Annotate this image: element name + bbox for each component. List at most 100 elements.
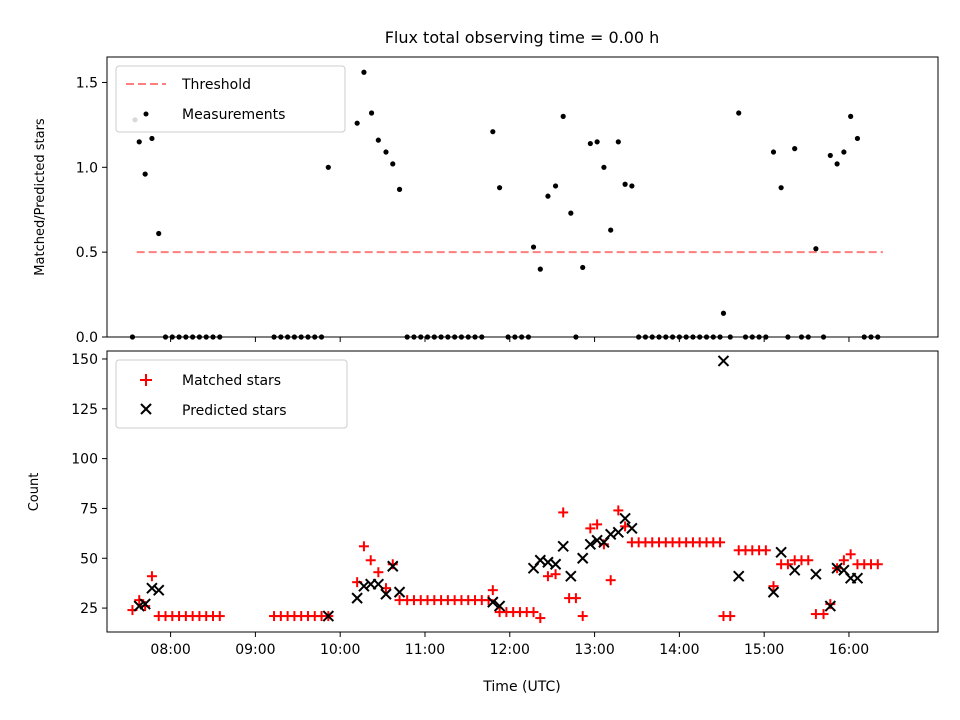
bottom-y-tick-label: 50 — [80, 551, 98, 567]
legend-predicted-swatch — [140, 403, 152, 415]
matched-star-point — [725, 611, 736, 622]
top-y-axis-label: Matched/Predicted stars — [33, 118, 48, 276]
x-tick-label: 09:00 — [235, 642, 275, 658]
measurement-point — [854, 135, 861, 142]
legend-matched-label: Matched stars — [182, 373, 281, 389]
x-tick-label: 11:00 — [405, 642, 445, 658]
measurement-point — [375, 137, 381, 143]
predicted-star-point — [775, 546, 787, 558]
predicted-star-point — [612, 526, 625, 539]
bottom-y-tick-label: 25 — [80, 601, 98, 617]
matched-star-point — [818, 609, 829, 620]
count-panel: Count Time (UTC) 25 50 75 100 125 150 08:00 09… — [27, 350, 939, 695]
matched-star-point — [592, 519, 603, 530]
predicted-star-point — [717, 355, 730, 367]
matched-star-point — [214, 611, 225, 622]
matched-star-point — [535, 613, 546, 624]
bottom-y-tick-label: 100 — [71, 452, 98, 468]
matched-star-point — [620, 521, 631, 532]
matched-star-point — [872, 559, 883, 570]
bottom-y-axis-label: Count — [27, 473, 42, 512]
matched-star-point — [542, 571, 553, 582]
matched-star-point — [605, 575, 616, 586]
legend-measurements-label: Measurements — [182, 107, 285, 123]
bottom-legend: Matched stars Predicted stars — [115, 359, 348, 429]
x-tick-label: 16:00 — [829, 642, 869, 658]
measurement-point — [530, 244, 537, 250]
top-y-tick-label: 0.0 — [76, 330, 98, 346]
matched-star-point — [358, 541, 369, 552]
measurement-point — [149, 135, 155, 142]
measurement-point — [142, 171, 148, 177]
matched-star-point — [803, 555, 814, 566]
measurement-point — [361, 69, 367, 75]
matched-star-point — [550, 569, 561, 580]
matched-star-point — [782, 559, 793, 570]
chart-title: Flux total observing time = 0.00 h — [385, 28, 660, 47]
measurement-point — [156, 230, 162, 237]
measurement-point — [325, 164, 331, 170]
matched-star-point — [373, 567, 384, 578]
predicted-star-point — [487, 596, 499, 608]
predicted-star-point — [358, 580, 370, 592]
legend-predicted-label: Predicted stars — [182, 403, 287, 419]
bottom-y-tick-label: 125 — [71, 402, 98, 418]
measurement-point — [396, 186, 403, 192]
predicted-star-point — [619, 512, 631, 525]
measurement-point — [736, 110, 742, 116]
measurement-point — [587, 140, 593, 147]
top-legend-box — [115, 65, 346, 133]
x-tick-label: 08:00 — [150, 642, 190, 658]
x-tick-label: 14:00 — [659, 642, 699, 658]
matched-star-point — [365, 555, 376, 566]
matched-star-point — [577, 611, 588, 622]
measurement-point — [827, 152, 833, 159]
measurement-point — [615, 139, 621, 145]
predicted-star-point — [733, 570, 745, 582]
matched-star-point — [487, 585, 498, 596]
predicted-star-point — [576, 552, 589, 564]
predicted-star-point — [322, 610, 335, 622]
predicted-star-point — [549, 558, 562, 570]
predicted-star-point — [767, 586, 780, 598]
legend-threshold-label: Threshold — [181, 77, 251, 93]
matched-star-point — [613, 505, 624, 516]
x-axis-label: Time (UTC) — [482, 679, 560, 695]
measurement-point — [594, 139, 600, 145]
x-tick-label: 12:00 — [490, 642, 530, 658]
measurement-point — [608, 227, 614, 233]
predicted-star-point — [626, 522, 638, 535]
matched-star-point — [715, 537, 726, 548]
top-plot-frame — [106, 56, 939, 338]
predicted-star-point — [851, 572, 864, 584]
measurement-point — [720, 310, 727, 316]
measurement-point — [390, 161, 396, 167]
measurement-point — [383, 149, 389, 155]
measurement-point — [848, 113, 854, 119]
top-y-ticks: 0.0 0.5 1.0 1.5 — [76, 75, 107, 346]
ratio-panel: Flux total observing time = 0.00 h Match… — [33, 28, 939, 346]
measurement-point — [841, 149, 847, 155]
measurement-point — [368, 110, 375, 116]
x-tick-label: 13:00 — [574, 642, 614, 658]
legend-matched-swatch — [140, 374, 152, 386]
matched-star-point — [585, 523, 596, 534]
measurement-point — [490, 129, 496, 135]
bottom-legend-box — [115, 359, 348, 429]
matched-star-point — [768, 581, 779, 592]
top-legend: Threshold Measurements — [115, 65, 346, 133]
x-tick-label: 15:00 — [744, 642, 784, 658]
matched-star-point — [845, 549, 856, 560]
x-tick-label: 10:00 — [320, 642, 360, 658]
predicted-star-point — [139, 598, 151, 610]
predicted-star-point — [153, 584, 165, 596]
predicted-star-point — [788, 564, 801, 576]
predicted-star-point — [565, 570, 577, 582]
predicted-star-point — [393, 586, 406, 598]
top-y-tick-label: 1.5 — [76, 75, 98, 91]
bottom-y-ticks: 25 50 75 100 125 150 — [71, 352, 107, 617]
measurement-point — [545, 193, 551, 199]
measurement-point — [136, 139, 142, 145]
measurement-point — [770, 149, 777, 155]
